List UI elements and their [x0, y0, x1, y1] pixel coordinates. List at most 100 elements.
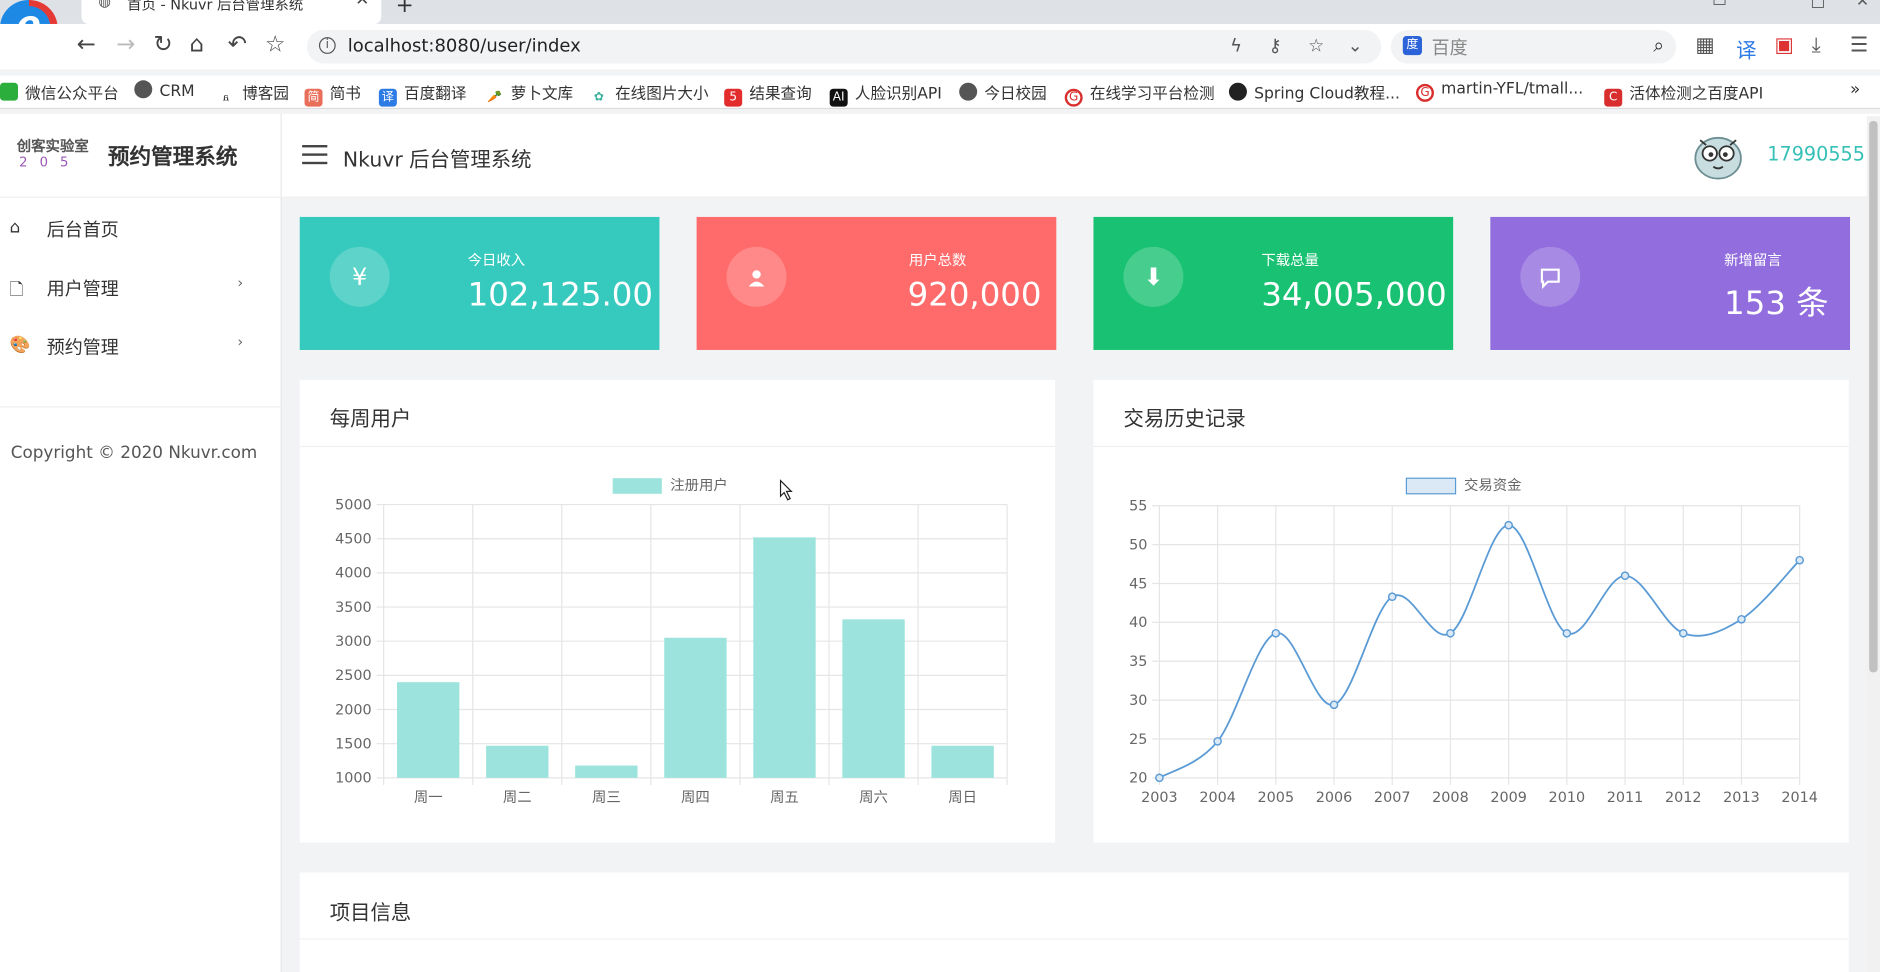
data-point — [1271, 628, 1281, 638]
search-box[interactable]: 度 百度 ⌕ — [1390, 29, 1677, 64]
bar-chart: 注册用户 5000 4500 4000 3500 3000 2500 2000 1500 1000… — [335, 477, 1008, 806]
github-icon — [1228, 82, 1247, 101]
data-point — [1678, 628, 1688, 638]
bookmark-item[interactable]: CRM — [134, 80, 195, 101]
message-icon — [1520, 246, 1581, 307]
file-icon: 🗋 — [9, 280, 24, 300]
data-point — [1737, 614, 1746, 624]
pdf-icon[interactable]: ▣ — [1774, 33, 1794, 58]
page-title: Nkuvr 后台管理系统 — [342, 148, 532, 173]
divider — [299, 938, 1849, 940]
home-icon[interactable]: ⌂ — [189, 31, 204, 58]
data-point — [1795, 555, 1804, 565]
home-icon: ⌂ — [9, 218, 21, 238]
close-window-icon[interactable]: ✕ — [1856, 0, 1870, 11]
x-tick-label: 2009 — [1490, 790, 1527, 806]
stat-card-downloads: ⬇ 下载总量 34,005,000 — [1093, 216, 1454, 350]
globe-icon — [134, 80, 153, 99]
search-placeholder[interactable]: 百度 — [1431, 37, 1468, 59]
x-tick-label: 2003 — [1141, 790, 1178, 806]
y-tick-label: 4000 — [335, 566, 372, 582]
search-icon[interactable]: ⌕ — [1653, 33, 1665, 57]
undo-icon[interactable]: ↶ — [227, 31, 247, 58]
x-tick-label: 周四 — [681, 790, 710, 806]
bookmark-item[interactable]: ᏺ 博客园 — [217, 80, 289, 107]
bookmark-item[interactable]: ✿ 在线图片大小 — [589, 80, 709, 107]
data-point — [1155, 773, 1164, 783]
y-tick-label: 3000 — [335, 634, 372, 650]
x-tick-label: 周六 — [859, 789, 888, 806]
flower-icon: ✿ — [589, 88, 608, 107]
y-tick-label: 45 — [1129, 576, 1147, 592]
stat-card-users: 用户总数 920,000 — [696, 216, 1057, 350]
back-icon[interactable]: ← — [76, 31, 96, 58]
legend-label: 交易资金 — [1464, 476, 1522, 494]
bookmark-item[interactable]: 译百度翻译 — [378, 80, 466, 107]
url-text[interactable]: localhost:8080/user/index — [347, 34, 581, 57]
bookmark-item[interactable]: 微信公众平台 — [0, 80, 119, 103]
bookmark-item[interactable]: 5 结果查询 — [724, 80, 812, 107]
panel-title: 项目信息 — [329, 901, 412, 926]
data-point — [1504, 520, 1513, 530]
user-id[interactable]: 17990555 — [1767, 142, 1865, 166]
sidebar-item-reservations[interactable]: 🎨 预约管理 › — [0, 319, 282, 377]
bar — [575, 765, 638, 778]
bookmark-item[interactable]: G 在线学习平台检测 — [1064, 80, 1215, 107]
chevron-right-icon: › — [237, 333, 244, 350]
x-tick-label: 周五 — [770, 790, 799, 806]
translate-icon[interactable]: 译 — [1736, 39, 1757, 64]
info-icon[interactable]: i — [318, 37, 336, 54]
series-line — [1158, 524, 1801, 779]
bar — [664, 637, 727, 778]
yen-icon: ¥ — [329, 246, 390, 307]
x-tick-label: 周一 — [414, 790, 443, 806]
browser-tab[interactable]: ◍ 首页 - Nkuvr 后台管理系统 ✕ — [81, 0, 382, 24]
hamburger-icon[interactable] — [302, 145, 328, 165]
g-icon: G — [1064, 88, 1083, 107]
star-icon[interactable]: ☆ — [264, 31, 286, 58]
bookmark-item[interactable]: AI 人脸识别API — [829, 80, 942, 107]
sidebar-item-users[interactable]: 🗋 用户管理 › — [0, 260, 282, 318]
x-tick-label: 2007 — [1374, 790, 1411, 806]
bookmark-item[interactable]: C 活体检测之百度API — [1604, 80, 1763, 107]
bookmark-item[interactable]: 简简书 — [304, 80, 361, 107]
bookmark-item[interactable]: 🥕 萝卜文库 — [485, 80, 573, 107]
sidebar-item-home[interactable]: ⌂ 后台首页 — [0, 201, 282, 259]
tab-title: 首页 - Nkuvr 后台管理系统 — [127, 0, 304, 14]
page-scrollbar[interactable] — [1866, 116, 1880, 972]
address-bar[interactable]: i localhost:8080/user/index ϟ ⚷ ☆ ⌄ — [306, 29, 1382, 64]
x-tick-label: 2011 — [1607, 790, 1644, 806]
baidu-icon: 度 — [1402, 35, 1422, 56]
stat-card-income: ¥ 今日收入 102,125.00 — [299, 216, 660, 350]
qr-icon[interactable]: ▦ — [1695, 33, 1715, 58]
y-tick-label: 3500 — [335, 600, 372, 616]
new-tab-button[interactable]: + — [395, 0, 414, 18]
close-tab-icon[interactable]: ✕ — [355, 0, 370, 10]
bookmark-item[interactable]: 今日校园 — [959, 80, 1047, 103]
lightning-icon[interactable]: ϟ — [1230, 34, 1243, 57]
chevron-down-icon[interactable]: ⌄ — [1347, 34, 1363, 57]
wechat-icon — [0, 82, 18, 101]
bookmark-star-icon[interactable]: ☆ — [1308, 34, 1325, 57]
cnblogs-icon: ᏺ — [217, 88, 236, 107]
data-point — [1387, 592, 1397, 602]
stat-value: 920,000 — [907, 276, 1042, 315]
tab-strip — [0, 0, 1880, 24]
key-icon[interactable]: ⚷ — [1268, 34, 1282, 57]
maximize-window-icon[interactable]: □ — [1810, 0, 1826, 11]
y-tick-label: 25 — [1129, 732, 1147, 748]
more-bookmarks-button[interactable]: » — [1850, 80, 1861, 100]
mouse-cursor-icon — [779, 479, 793, 501]
user-icon — [726, 246, 787, 307]
y-tick-label: 20 — [1129, 771, 1147, 787]
restore-window-icon[interactable]: ▭ — [1712, 0, 1727, 11]
download-icon[interactable]: ⤓ — [1811, 33, 1821, 58]
stat-value: 153 条 — [1724, 285, 1829, 323]
menu-icon[interactable]: ☰ — [1850, 33, 1869, 58]
y-tick-label: 5000 — [335, 497, 372, 513]
forward-icon[interactable]: → — [116, 31, 136, 58]
bookmark-item[interactable]: Spring Cloud教程... — [1228, 80, 1400, 103]
reload-icon[interactable]: ↻ — [153, 31, 173, 58]
avatar[interactable] — [1691, 129, 1746, 180]
